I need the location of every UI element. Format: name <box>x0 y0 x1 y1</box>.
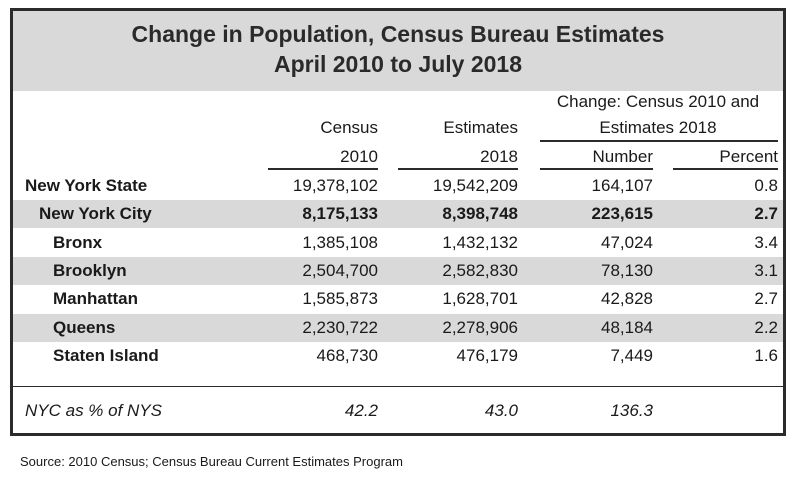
row-estimates-2018: 1,432,132 <box>442 232 518 252</box>
row-census-2010: 2,230,722 <box>302 317 378 337</box>
row-census-2010: 1,385,108 <box>302 232 378 252</box>
row-census-2010: 1,585,873 <box>302 289 378 309</box>
row-band <box>13 313 783 342</box>
row-change-number: 42,828 <box>601 289 653 309</box>
title-line-1: Change in Population, Census Bureau Esti… <box>131 21 665 47</box>
header-census-bottom: 2010 <box>340 147 378 166</box>
header-estimates-top: Estimates <box>443 118 518 137</box>
row-change-number: 164,107 <box>591 176 653 195</box>
row-change-percent: 2.7 <box>754 289 778 309</box>
row-estimates-2018: 2,582,830 <box>442 260 518 280</box>
rule-estimates <box>398 168 518 170</box>
row-change-percent: 3.1 <box>754 260 778 280</box>
row-label: Staten Island <box>53 345 159 365</box>
footer-estimates: 43.0 <box>484 401 518 420</box>
row-change-percent: 0.8 <box>754 176 778 195</box>
footer-census: 42.2 <box>344 401 378 420</box>
row-estimates-2018: 2,278,906 <box>442 317 518 337</box>
row-estimates-2018: 8,398,748 <box>442 204 518 224</box>
header-change-line1: Change: Census 2010 and <box>556 92 760 111</box>
title-banner: Change in Population, Census Bureau Esti… <box>13 11 783 91</box>
row-estimates-2018: 1,628,701 <box>442 289 518 309</box>
source-note: Source: 2010 Census; Census Bureau Curre… <box>20 454 403 469</box>
header-change-rule <box>540 140 778 142</box>
row-change-number: 7,449 <box>610 345 653 365</box>
row-label: Brooklyn <box>53 260 127 280</box>
row-change-number: 47,024 <box>601 232 653 252</box>
row-label: Manhattan <box>53 289 138 309</box>
row-change-number: 78,130 <box>601 260 653 280</box>
row-band <box>13 200 783 229</box>
row-label: New York City <box>39 204 152 224</box>
population-table: Change in Population, Census Bureau Esti… <box>10 8 786 436</box>
row-estimates-2018: 19,542,209 <box>432 176 518 195</box>
row-change-percent: 3.4 <box>754 232 778 252</box>
rule-percent <box>673 168 778 170</box>
row-estimates-2018: 476,179 <box>456 345 518 365</box>
row-label: Bronx <box>53 232 103 252</box>
row-census-2010: 8,175,133 <box>302 204 378 224</box>
footer-label: NYC as % of NYS <box>25 401 162 420</box>
row-census-2010: 19,378,102 <box>292 176 378 195</box>
rule-census <box>268 168 378 170</box>
title-line-2: April 2010 to July 2018 <box>273 51 522 77</box>
row-change-percent: 2.2 <box>754 317 778 337</box>
row-census-2010: 2,504,700 <box>302 260 378 280</box>
row-change-number: 48,184 <box>601 317 653 337</box>
rule-number <box>540 168 653 170</box>
row-label: New York State <box>25 176 148 195</box>
row-change-number: 223,615 <box>591 204 653 224</box>
row-label: Queens <box>53 317 116 337</box>
header-estimates-bottom: 2018 <box>480 147 518 166</box>
row-change-percent: 2.7 <box>754 204 778 224</box>
row-change-percent: 1.6 <box>754 345 778 365</box>
header-census-top: Census <box>320 118 378 137</box>
header-number: Number <box>592 147 653 166</box>
header-change-line2: Estimates 2018 <box>599 118 717 137</box>
row-band <box>13 256 783 285</box>
footer-rule <box>13 386 783 387</box>
footer-number: 136.3 <box>610 401 653 420</box>
row-census-2010: 468,730 <box>316 345 378 365</box>
header-percent: Percent <box>719 147 778 166</box>
